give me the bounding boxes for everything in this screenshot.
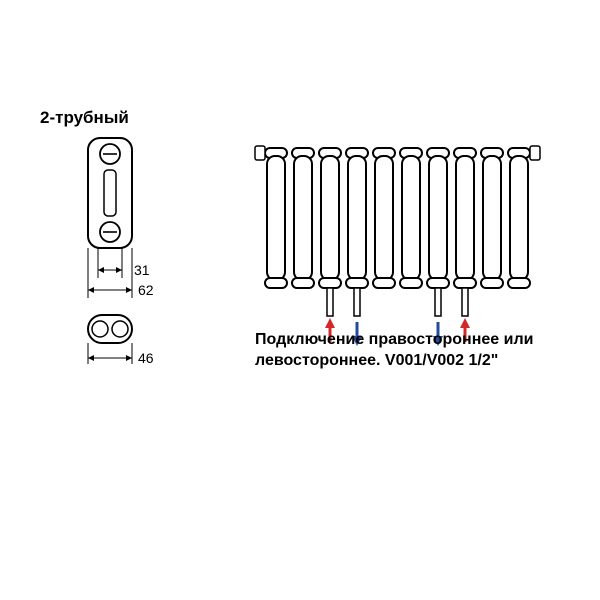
connection-caption: Подключение правостороннее или левосторо… bbox=[255, 330, 533, 372]
caption-line-2: левостороннее. V001/V002 1/2" bbox=[255, 352, 498, 369]
caption-line-1: Подключение правостороннее или bbox=[255, 331, 533, 348]
dim-62-label: 62 bbox=[138, 282, 154, 298]
radiator-drawing bbox=[240, 128, 570, 348]
dim-46-label: 46 bbox=[138, 350, 154, 366]
left-title: 2-трубный bbox=[40, 108, 129, 128]
dim-31-label: 31 bbox=[134, 262, 150, 278]
diagram-container: 2-трубный 31 62 bbox=[0, 0, 600, 600]
left-technical-drawing: 31 62 46 bbox=[30, 130, 230, 410]
